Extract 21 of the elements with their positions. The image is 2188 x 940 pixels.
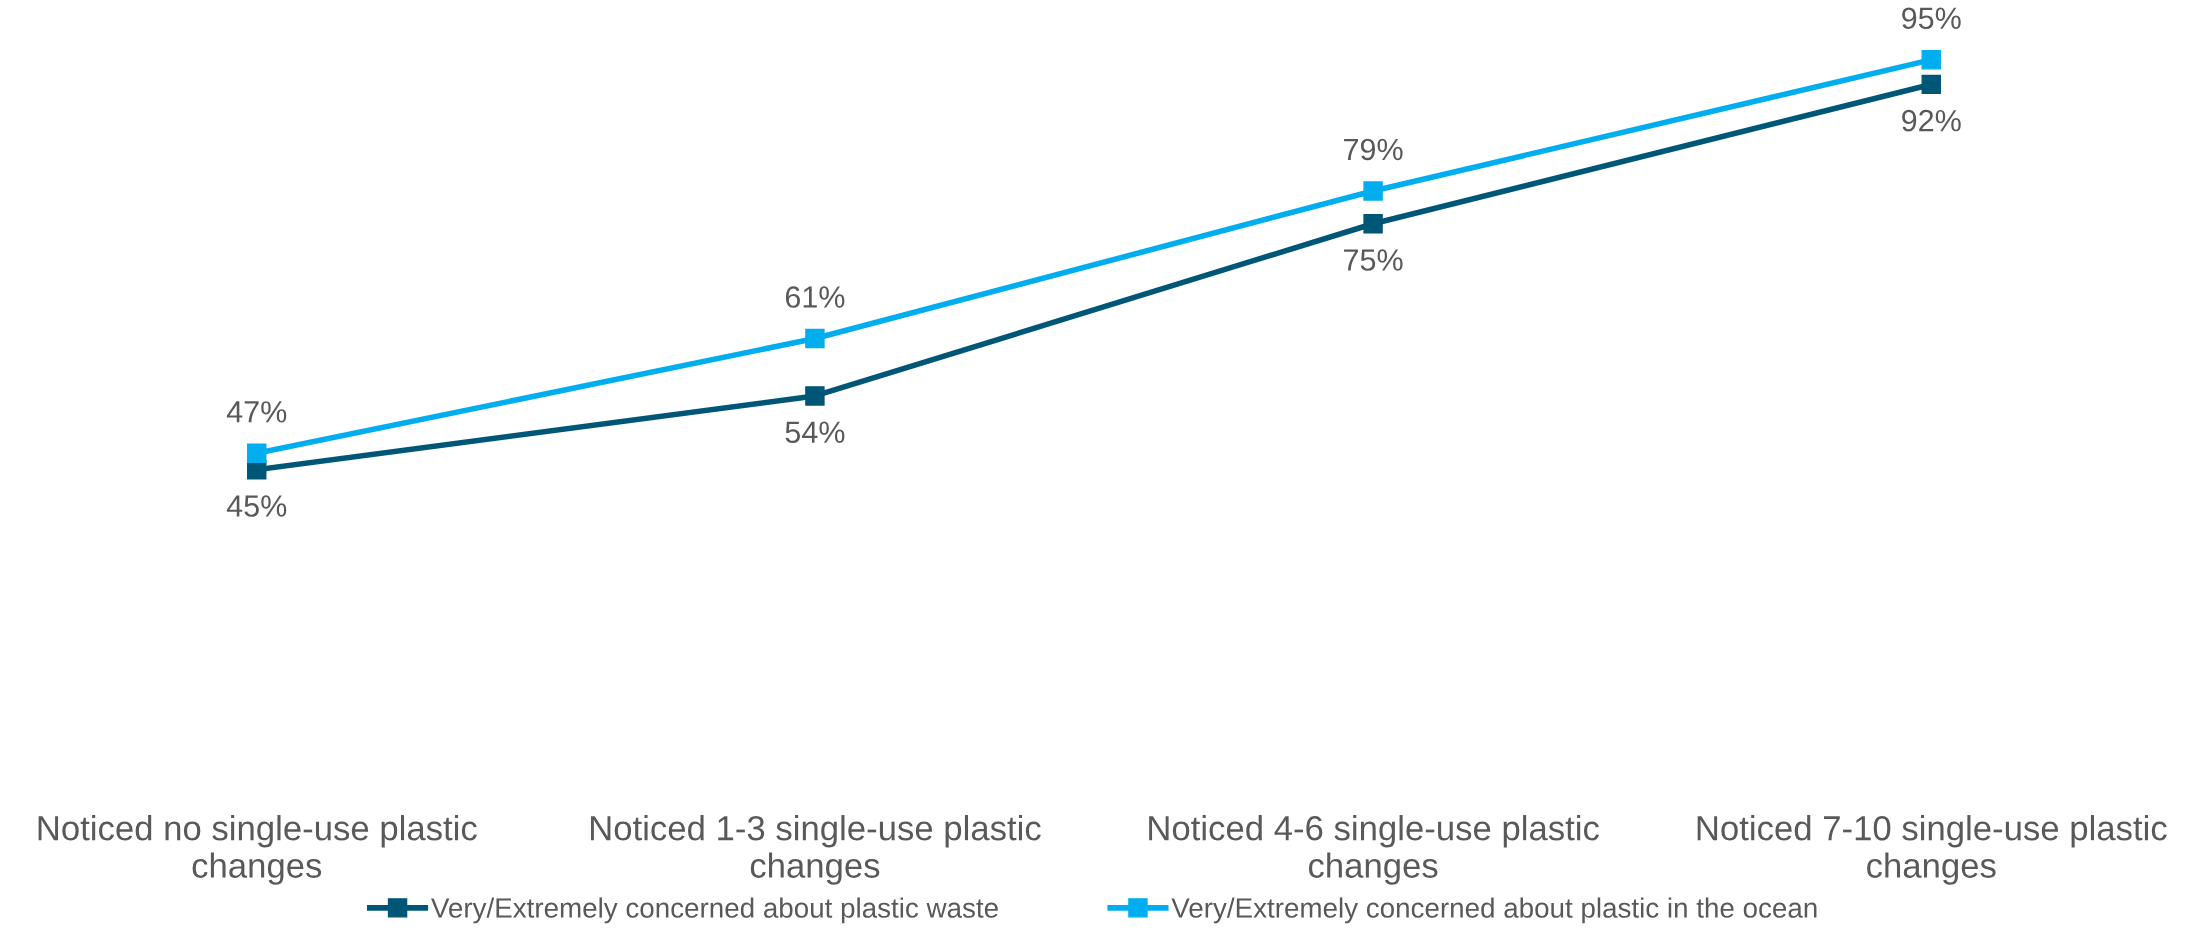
x-tick-label: Noticed no single-use plastic changes xyxy=(38,815,477,885)
point xyxy=(1921,50,1941,70)
x-tick-label: Noticed 4-6 single-use plastic changes xyxy=(1149,815,1599,885)
legend-label: Very/Extremely concerned about plastic waste xyxy=(431,897,998,924)
x-tick-label: Noticed 1-3 single-use plastic changes xyxy=(591,815,1041,885)
data-label: 79% xyxy=(1344,138,1403,161)
data-label: 45% xyxy=(226,495,287,517)
point xyxy=(1363,181,1383,201)
data-label: 75% xyxy=(1344,249,1403,271)
x-tick-label: Noticed 7-10 single-use plastic changes xyxy=(1697,815,2167,885)
legend-label: Very/Extremely concerned about plastic in the ocean xyxy=(1171,897,1817,924)
point xyxy=(1363,214,1383,234)
point xyxy=(805,386,825,406)
data-label: 95% xyxy=(1902,7,1961,30)
data-label: 61% xyxy=(785,286,845,308)
point xyxy=(1921,74,1941,95)
point xyxy=(247,443,267,464)
data-label: 47% xyxy=(226,401,287,423)
data-label: 92% xyxy=(1902,109,1961,132)
data-label: 54% xyxy=(785,421,845,444)
point xyxy=(805,328,825,349)
